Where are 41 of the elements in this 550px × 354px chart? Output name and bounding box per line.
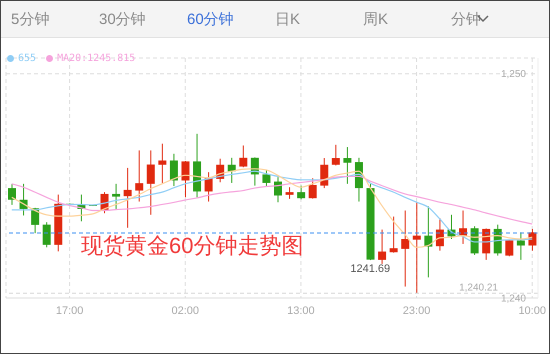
x-tick-label: 17:00 <box>56 304 84 317</box>
candlestick <box>505 239 514 257</box>
y-tick-label: 1,250 <box>500 69 526 80</box>
legend-label: 655 <box>17 53 36 64</box>
candlestick <box>378 229 386 264</box>
candlestick <box>262 170 270 188</box>
candlestick <box>42 222 51 248</box>
candlestick <box>146 150 155 216</box>
legend-label: MA20:1245.815 <box>56 53 136 64</box>
candlestick <box>343 146 352 184</box>
candlestick <box>274 176 282 203</box>
annotation: 1241.69 <box>350 263 390 276</box>
text: 周K <box>363 10 388 29</box>
x-tick-label: 10:00 <box>518 304 546 317</box>
text: 日K <box>275 10 300 29</box>
candlestick <box>204 172 213 202</box>
candlestick <box>286 186 294 200</box>
candlestick <box>390 216 398 254</box>
candlestick <box>516 232 525 260</box>
candlestick <box>112 183 120 210</box>
x-tick-label: 02:00 <box>171 304 200 317</box>
text: 60分钟 <box>187 10 234 29</box>
candlestick <box>124 167 132 228</box>
text: 现货黄金60分钟走势图 <box>81 232 304 260</box>
text: 30分钟 <box>99 10 146 29</box>
x-tick-label: 23:00 <box>402 304 430 317</box>
candlestick <box>401 210 410 288</box>
candlestick <box>158 143 166 184</box>
x-tick-label: 13:00 <box>287 304 315 317</box>
candlestick <box>239 144 248 168</box>
candlestick <box>332 144 340 166</box>
candlestick <box>297 185 306 200</box>
candlestick <box>8 183 16 206</box>
candlestick <box>308 178 317 200</box>
text: 5分钟 <box>11 10 50 29</box>
candlestick <box>170 153 178 187</box>
ref-line-label: 1,240.21 <box>459 282 498 294</box>
text: 分钟 <box>451 10 481 29</box>
candlestick <box>135 150 144 202</box>
candlestick <box>181 160 190 198</box>
y-tick-label: 1,240 <box>500 294 526 304</box>
